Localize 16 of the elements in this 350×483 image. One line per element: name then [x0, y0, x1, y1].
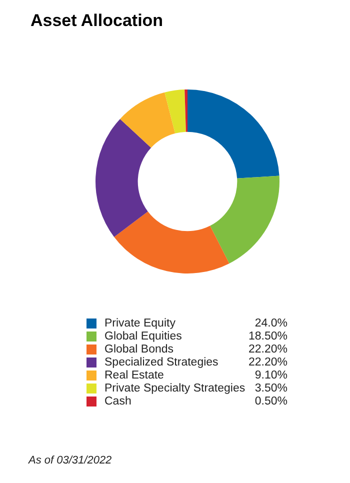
data-label: 9.10%	[254, 370, 288, 382]
legend-label: Cash	[104, 396, 132, 408]
legend-label: Specialized Strategies	[104, 356, 219, 368]
data-label: 3.50%	[254, 382, 288, 394]
data-label: 22.20%	[248, 344, 288, 356]
legend-label: Private Equity	[104, 318, 176, 330]
legend-label: Real Estate	[104, 370, 164, 382]
legend-label: Private Specialty Strategies	[104, 382, 246, 394]
data-label: 22.20%	[248, 356, 288, 368]
data-label: 18.50%	[248, 330, 288, 342]
data-label: 0.50%	[254, 396, 288, 408]
legend-label: Global Equities	[104, 330, 182, 342]
text: As of 03/31/2022	[28, 454, 112, 466]
data-label: 24.0%	[254, 318, 288, 330]
legend-label: Global Bonds	[104, 344, 174, 356]
chart-title: Asset Allocation	[30, 11, 164, 30]
